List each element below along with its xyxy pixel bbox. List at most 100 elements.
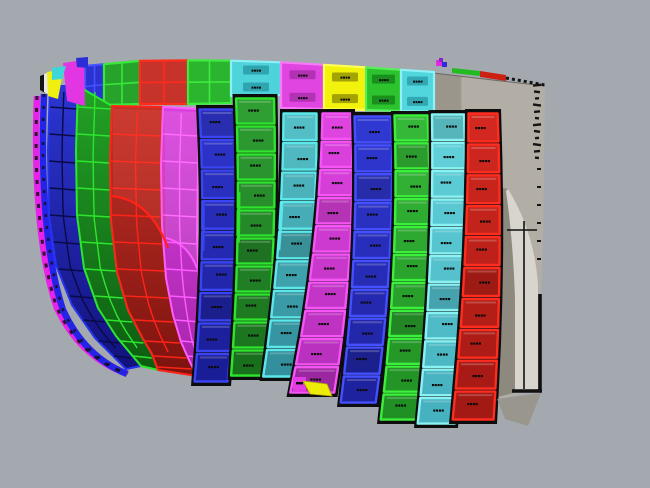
plate-label: ▪▪▪▪ — [441, 322, 452, 328]
transom-facet — [433, 73, 461, 113]
plate-label: ▪▪▪▪ — [439, 296, 450, 302]
hull-plate[interactable] — [451, 390, 497, 421]
edge-tick-mark — [532, 123, 542, 127]
plate-label: ▪▪▪▪ — [285, 273, 296, 279]
plate-label: ▪▪▪▪ — [252, 138, 263, 144]
cap-plate-blue[interactable] — [76, 57, 88, 68]
plate-label: ▪▪▪▪ — [318, 322, 329, 328]
edge-strip-blue[interactable] — [39, 93, 129, 378]
plate-label: ▪▪▪▪ — [280, 331, 291, 337]
hull-plate[interactable] — [343, 346, 384, 375]
plate-label: ▪▪▪▪ — [365, 274, 376, 280]
plate-label: ▪▪▪▪ — [211, 305, 222, 311]
transom-dot-magenta — [436, 60, 442, 66]
hull-plate[interactable] — [466, 143, 501, 174]
hull-plate[interactable] — [193, 352, 232, 383]
hull-plate[interactable] — [236, 153, 276, 181]
hull-edge-strips[interactable] — [32, 93, 129, 378]
hull-plate[interactable] — [354, 173, 394, 202]
plate-label: ▪▪▪▪ — [356, 388, 367, 394]
hull-plate[interactable] — [300, 309, 347, 338]
plate-label: ▪▪▪▪ — [406, 154, 417, 160]
plate-column-navy: ▪▪▪▪ ▪▪▪▪ ▪▪▪▪ ▪▪▪▪ ▪▪▪▪ ▪▪▪▪ ▪▪▪▪ ▪▪▪▪ ▪▪▪▪ — [191, 105, 241, 386]
seam-line — [61, 91, 117, 349]
edge-tick-mark — [537, 186, 541, 188]
edge-tick-mark — [537, 258, 541, 260]
sheer-band: ▪▪▪▪ ▪▪▪▪ ▪▪▪▪ ▪▪▪▪ ▪▪▪▪ ▪▪▪▪ ▪▪▪▪ ▪▪▪▪ ▪▪▪▪ ▪▪▪▪ — [83, 59, 436, 114]
hull-plate[interactable] — [339, 375, 381, 404]
bow-cap-plates[interactable] — [40, 57, 88, 106]
plate-label: ▪▪▪▪ — [248, 108, 259, 114]
frame-line — [121, 340, 144, 344]
plate-label: ▪▪▪▪ — [245, 303, 256, 309]
edge-tick-mark — [534, 116, 540, 120]
cap-sliver-black — [40, 74, 45, 93]
plate-label: ▪▪▪▪ — [327, 211, 338, 217]
hull-plate[interactable] — [464, 205, 501, 236]
hull-plate[interactable] — [352, 230, 392, 260]
hull-plate[interactable] — [348, 288, 389, 318]
hull-plate[interactable] — [294, 337, 343, 366]
seam-line — [178, 112, 202, 370]
plate-label: ▪▪▪▪ — [356, 357, 367, 363]
plate-label — [296, 382, 303, 385]
seam-line — [92, 91, 138, 349]
plate-label: ▪▪▪▪ — [440, 241, 451, 247]
plate-label: ▪▪▪▪ — [289, 214, 300, 220]
hull-plate[interactable] — [463, 235, 501, 267]
plate-label: ▪▪▪▪ — [246, 248, 257, 254]
edge-tick-mark — [534, 96, 540, 100]
plate-label: ▪▪▪▪ — [249, 278, 260, 284]
transom-dot-blue — [442, 62, 447, 67]
plate-label: ▪▪▪▪ — [247, 333, 258, 339]
hull-plate[interactable] — [234, 97, 276, 125]
plate-label: ▪▪▪▪ — [324, 291, 335, 297]
plate-label: ▪▪▪▪ — [403, 239, 414, 245]
hull-plate[interactable] — [461, 266, 501, 298]
plate-column-teal: ▪▪▪▪ ▪▪▪▪ ▪▪▪▪ ▪▪▪▪ ▪▪▪▪ ▪▪▪▪ ▪▪▪▪ ▪▪▪▪ ▪▪▪▪ — [259, 109, 320, 381]
hull-plate[interactable] — [346, 317, 387, 346]
hull-plate[interactable] — [281, 141, 318, 171]
plate-label: ▪▪▪▪ — [251, 68, 262, 74]
hull-plate[interactable] — [467, 112, 500, 143]
hull-plate[interactable] — [304, 281, 349, 310]
cap-plate-magenta[interactable] — [63, 60, 85, 106]
transom-top-dashes — [505, 76, 546, 87]
plate-label: ▪▪▪▪ — [404, 323, 415, 329]
yellow-sliver-plate[interactable] — [302, 380, 333, 397]
plate-label: ▪▪▪▪ — [378, 98, 389, 104]
hull-plate[interactable] — [454, 359, 498, 390]
hull-plate[interactable] — [353, 201, 393, 231]
plate-label: ▪▪▪▪ — [475, 125, 486, 131]
hull-plate[interactable] — [459, 297, 501, 328]
plate-label: ▪▪▪▪ — [323, 266, 334, 272]
hull-plate[interactable] — [235, 125, 276, 153]
plate-label: ▪▪▪▪ — [443, 266, 454, 272]
edge-tick-mark — [534, 136, 540, 140]
plate-column-magenta: ▪▪▪▪ ▪▪▪▪ ▪▪▪▪ ▪▪▪▪ ▪▪▪▪ ▪▪▪▪ ▪▪▪▪ ▪▪▪▪ ▪▪▪▪ ▪▪▪▪ — [286, 109, 356, 397]
transom-under-shadow — [497, 393, 541, 426]
cap-plate-cyan[interactable] — [52, 66, 66, 80]
strake-edge-highlight — [277, 202, 284, 251]
edge-tick-mark — [533, 129, 541, 134]
edge-tick-mark — [532, 142, 542, 147]
magenta-tag-plate[interactable] — [293, 377, 306, 392]
edge-tick-mark — [537, 204, 541, 206]
plate-label: ▪▪▪▪ — [412, 100, 423, 106]
plate-label: ▪▪▪▪ — [310, 377, 321, 383]
plate-label: ▪▪▪▪ — [472, 374, 483, 380]
hull-plate[interactable] — [235, 237, 275, 265]
hull-plate[interactable] — [465, 174, 501, 205]
hull-plate[interactable] — [308, 253, 351, 281]
hull-plate[interactable] — [282, 112, 318, 142]
sheer-band-plate[interactable] — [279, 61, 326, 111]
hull-plate[interactable] — [393, 114, 430, 142]
plate-label: ▪▪▪▪ — [433, 408, 444, 414]
sheer-band-plate[interactable] — [322, 63, 368, 112]
plate-label: ▪▪▪▪ — [367, 212, 378, 218]
hull-plate[interactable] — [350, 259, 391, 289]
hull-plate[interactable] — [457, 328, 500, 359]
hull-plate[interactable] — [312, 225, 353, 253]
